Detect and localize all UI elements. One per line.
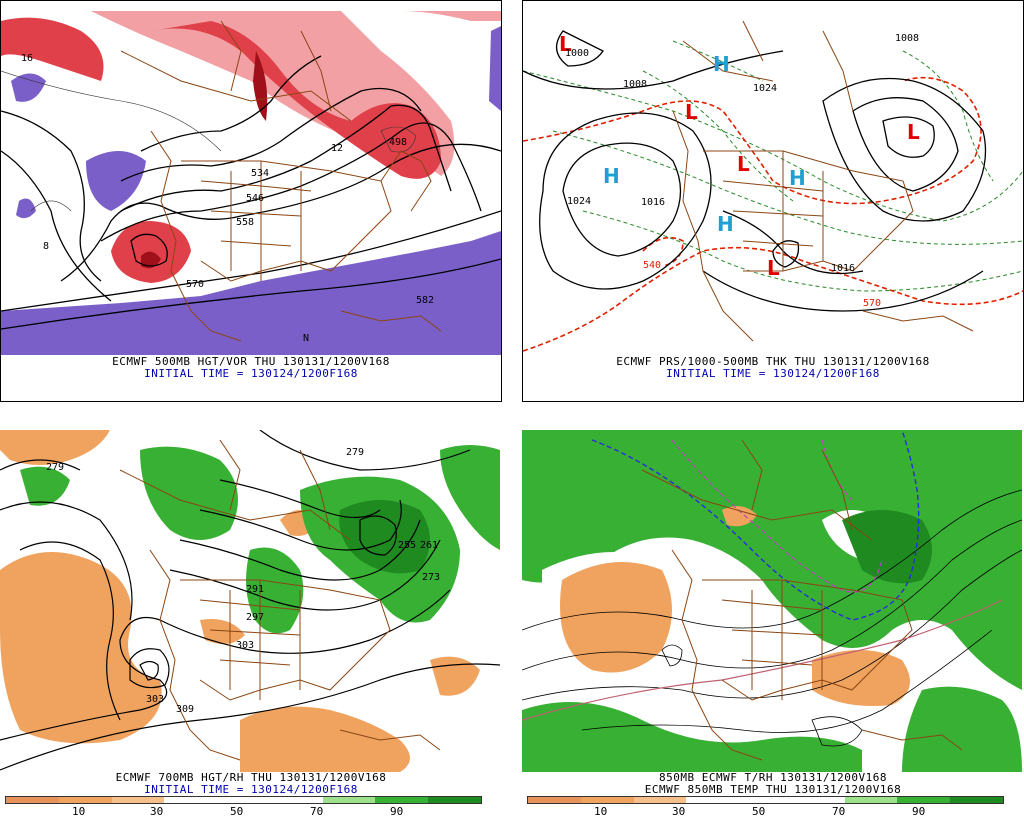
scale-tick-90-r: 90 xyxy=(912,805,926,818)
dry-regions xyxy=(560,506,910,706)
label-558: 558 xyxy=(236,217,254,228)
panel-prs-thickness: L L L L L H H H H 1024 1024 1016 1016 10… xyxy=(522,0,1024,402)
scale-tick-70: 70 xyxy=(310,805,324,818)
br-caption-line1: 850MB ECMWF T/RH 130131/1200V168 xyxy=(659,771,887,784)
scale-tick-70-r: 70 xyxy=(832,805,846,818)
label-570: 570 xyxy=(863,298,881,309)
neg-vort-region-nw xyxy=(11,73,46,102)
scale-tick-50-r: 50 xyxy=(752,805,766,818)
label-303: 303 xyxy=(236,640,254,651)
map-850mb xyxy=(522,430,1022,774)
label-16: 16 xyxy=(21,53,33,64)
high-marker-1: H xyxy=(603,164,620,188)
br-caption-line2: ECMWF 850MB TEMP THU 130131/1200V168 xyxy=(644,783,902,796)
label-546: 546 xyxy=(246,193,264,204)
geo-boundaries xyxy=(119,439,441,761)
neg-vort-region-south xyxy=(1,231,501,355)
height-contours xyxy=(0,430,500,771)
label-303-b: 303 xyxy=(146,694,164,705)
caption-line2: INITIAL TIME = 130124/1200F168 xyxy=(144,367,358,380)
map-700mb: 279 279 291 297 303 303 309 255 261 273 xyxy=(0,430,500,774)
label-534: 534 xyxy=(251,168,269,179)
label-1016: 1016 xyxy=(641,197,665,208)
high-marker-4: H xyxy=(717,212,734,236)
label-1024-b: 1024 xyxy=(753,83,777,94)
pos-vort-max xyxy=(253,51,268,121)
label-273: 273 xyxy=(422,572,440,583)
label-309: 309 xyxy=(176,704,194,715)
moist-core xyxy=(842,510,932,584)
isobars xyxy=(523,30,987,312)
label-12: 12 xyxy=(331,143,343,154)
label-255: 255 xyxy=(398,540,416,551)
scale-tick-30: 30 xyxy=(150,805,164,818)
geo-boundaries xyxy=(641,439,963,761)
high-marker-2: H xyxy=(713,52,730,76)
pos-vort-nw xyxy=(1,17,104,82)
low-marker-2: L xyxy=(685,100,698,124)
thickness-contours-green xyxy=(523,40,1023,292)
high-marker-3: H xyxy=(789,166,806,190)
geo-boundaries xyxy=(672,20,974,342)
panel-500mb-hgt-vor: 582 570 558 546 534 498 8 12 16 N ECMWF … xyxy=(0,0,502,402)
scale-tick-10-r: 10 xyxy=(594,805,608,818)
vorticity-contours xyxy=(1,70,417,212)
pos-vort-cutoff-max xyxy=(141,251,161,269)
dry-regions xyxy=(0,430,480,772)
label-291: 291 xyxy=(246,584,264,595)
label-261: 261 xyxy=(420,540,438,551)
scale-tick-30-r: 30 xyxy=(672,805,686,818)
rh-color-scale-left xyxy=(5,796,482,804)
label-1000: 1000 xyxy=(565,48,589,59)
scale-tick-10: 10 xyxy=(72,805,86,818)
temperature-contours xyxy=(522,489,1022,747)
caption-line1: ECMWF 500MB HGT/VOR THU 130131/1200V168 xyxy=(112,355,390,368)
label-297: 297 xyxy=(246,612,264,623)
neg-vort-blob xyxy=(16,198,36,219)
label-570: 570 xyxy=(186,279,204,290)
low-marker-3: L xyxy=(737,152,750,176)
caption-line2: INITIAL TIME = 130124/1200F168 xyxy=(666,367,880,380)
neg-vort-region-ne xyxy=(489,26,501,111)
bl-caption-line1: ECMWF 700MB HGT/RH THU 130131/1200V168 xyxy=(115,771,387,784)
label-1008-b: 1008 xyxy=(895,33,919,44)
panel-700mb-hgt-rh: 279 279 291 297 303 303 309 255 261 273 xyxy=(0,418,502,819)
label-279-b: 279 xyxy=(346,447,364,458)
moist-regions xyxy=(522,430,1022,772)
label-1016-b: 1016 xyxy=(831,263,855,274)
label-279: 279 xyxy=(46,462,64,473)
neg-vort-region-west xyxy=(86,151,146,211)
label-498: 498 xyxy=(389,137,407,148)
low-marker-5: L xyxy=(907,120,920,144)
label-1024: 1024 xyxy=(567,196,591,207)
warm-isotherm xyxy=(522,599,1003,721)
label-582: 582 xyxy=(416,295,434,306)
moist-core xyxy=(339,500,430,574)
low-marker-1: L xyxy=(559,32,572,56)
map-prs-thk: L L L L L H H H H 1024 1024 1016 1016 10… xyxy=(523,11,1023,355)
label-1008: 1008 xyxy=(623,79,647,90)
rh-color-scale-right xyxy=(527,796,1004,804)
zero-isotherm xyxy=(591,430,920,621)
caption-line1: ECMWF PRS/1000-500MB THK THU 130131/1200… xyxy=(616,355,930,368)
geo-boundaries xyxy=(120,20,442,342)
thickness-540-570 xyxy=(523,76,1023,352)
pos-vort-main xyxy=(151,21,441,179)
bl-caption-line2: INITIAL TIME = 130124/1200F168 xyxy=(144,783,358,796)
low-marker-4: L xyxy=(767,256,780,280)
scale-tick-50: 50 xyxy=(230,805,244,818)
label-n: N xyxy=(303,333,309,344)
panel-850mb-t-rh xyxy=(522,418,1024,819)
map-500mb: 582 570 558 546 534 498 8 12 16 N xyxy=(1,11,501,355)
label-540: 540 xyxy=(643,260,661,271)
minus-isotherm xyxy=(671,439,883,593)
scale-tick-90: 90 xyxy=(390,805,404,818)
label-8: 8 xyxy=(43,241,49,252)
